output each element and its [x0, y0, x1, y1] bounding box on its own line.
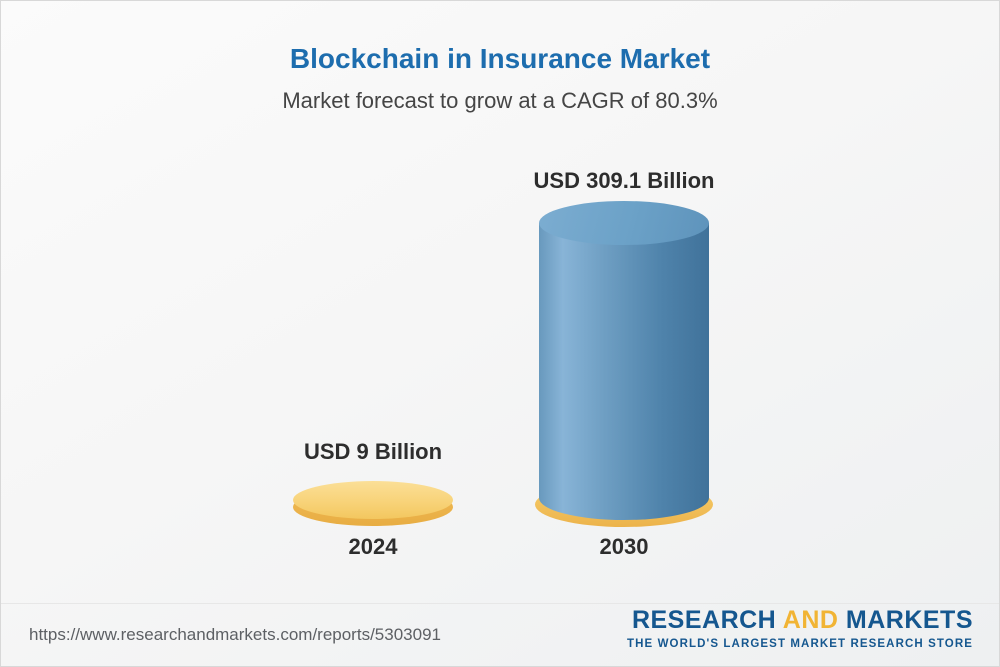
- bar-2030-top-ellipse: [539, 201, 709, 245]
- logo-and: AND: [782, 606, 839, 634]
- company-logo: RESEARCH AND MARKETS THE WORLD'S LARGEST…: [627, 606, 973, 650]
- value-label-2030: USD 309.1 Billion: [533, 168, 715, 193]
- report-url: https://www.researchandmarkets.com/repor…: [29, 625, 441, 644]
- logo-research: RESEARCH: [631, 606, 777, 634]
- category-label-2030: 2030: [599, 534, 649, 559]
- value-label-2024: USD 9 Billion: [303, 439, 443, 464]
- chart-subtitle: Market forecast to grow at a CAGR of 80.…: [282, 88, 718, 113]
- bar-2030-bottom-ellipse: [539, 476, 709, 520]
- category-label-2024: 2024: [348, 534, 398, 559]
- bar-2024-disk: [293, 479, 453, 529]
- logo-tagline: THE WORLD'S LARGEST MARKET RESEARCH STOR…: [627, 638, 973, 650]
- logo-wordmark: RESEARCH AND MARKETS: [627, 606, 973, 635]
- footer-divider: [1, 603, 999, 604]
- page-title: Blockchain in Insurance Market: [289, 43, 711, 74]
- bar-2024-disk-top: [293, 481, 453, 519]
- logo-markets: MARKETS: [845, 606, 973, 634]
- bar-2030-cylinder: [535, 201, 713, 531]
- bar-2030-body: [539, 223, 709, 498]
